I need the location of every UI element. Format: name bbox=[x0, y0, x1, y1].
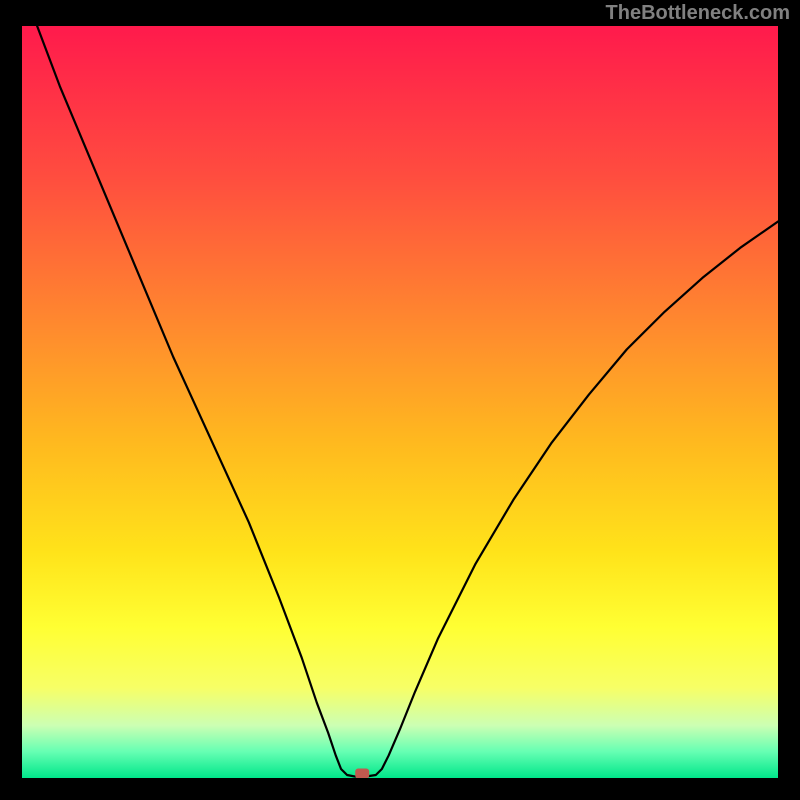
gradient-background bbox=[22, 26, 778, 778]
watermark-text: TheBottleneck.com bbox=[606, 2, 790, 25]
bottleneck-chart bbox=[22, 26, 778, 778]
chart-frame: TheBottleneck.com bbox=[0, 0, 800, 800]
optimal-point-marker bbox=[355, 768, 369, 778]
plot-area bbox=[22, 26, 778, 778]
